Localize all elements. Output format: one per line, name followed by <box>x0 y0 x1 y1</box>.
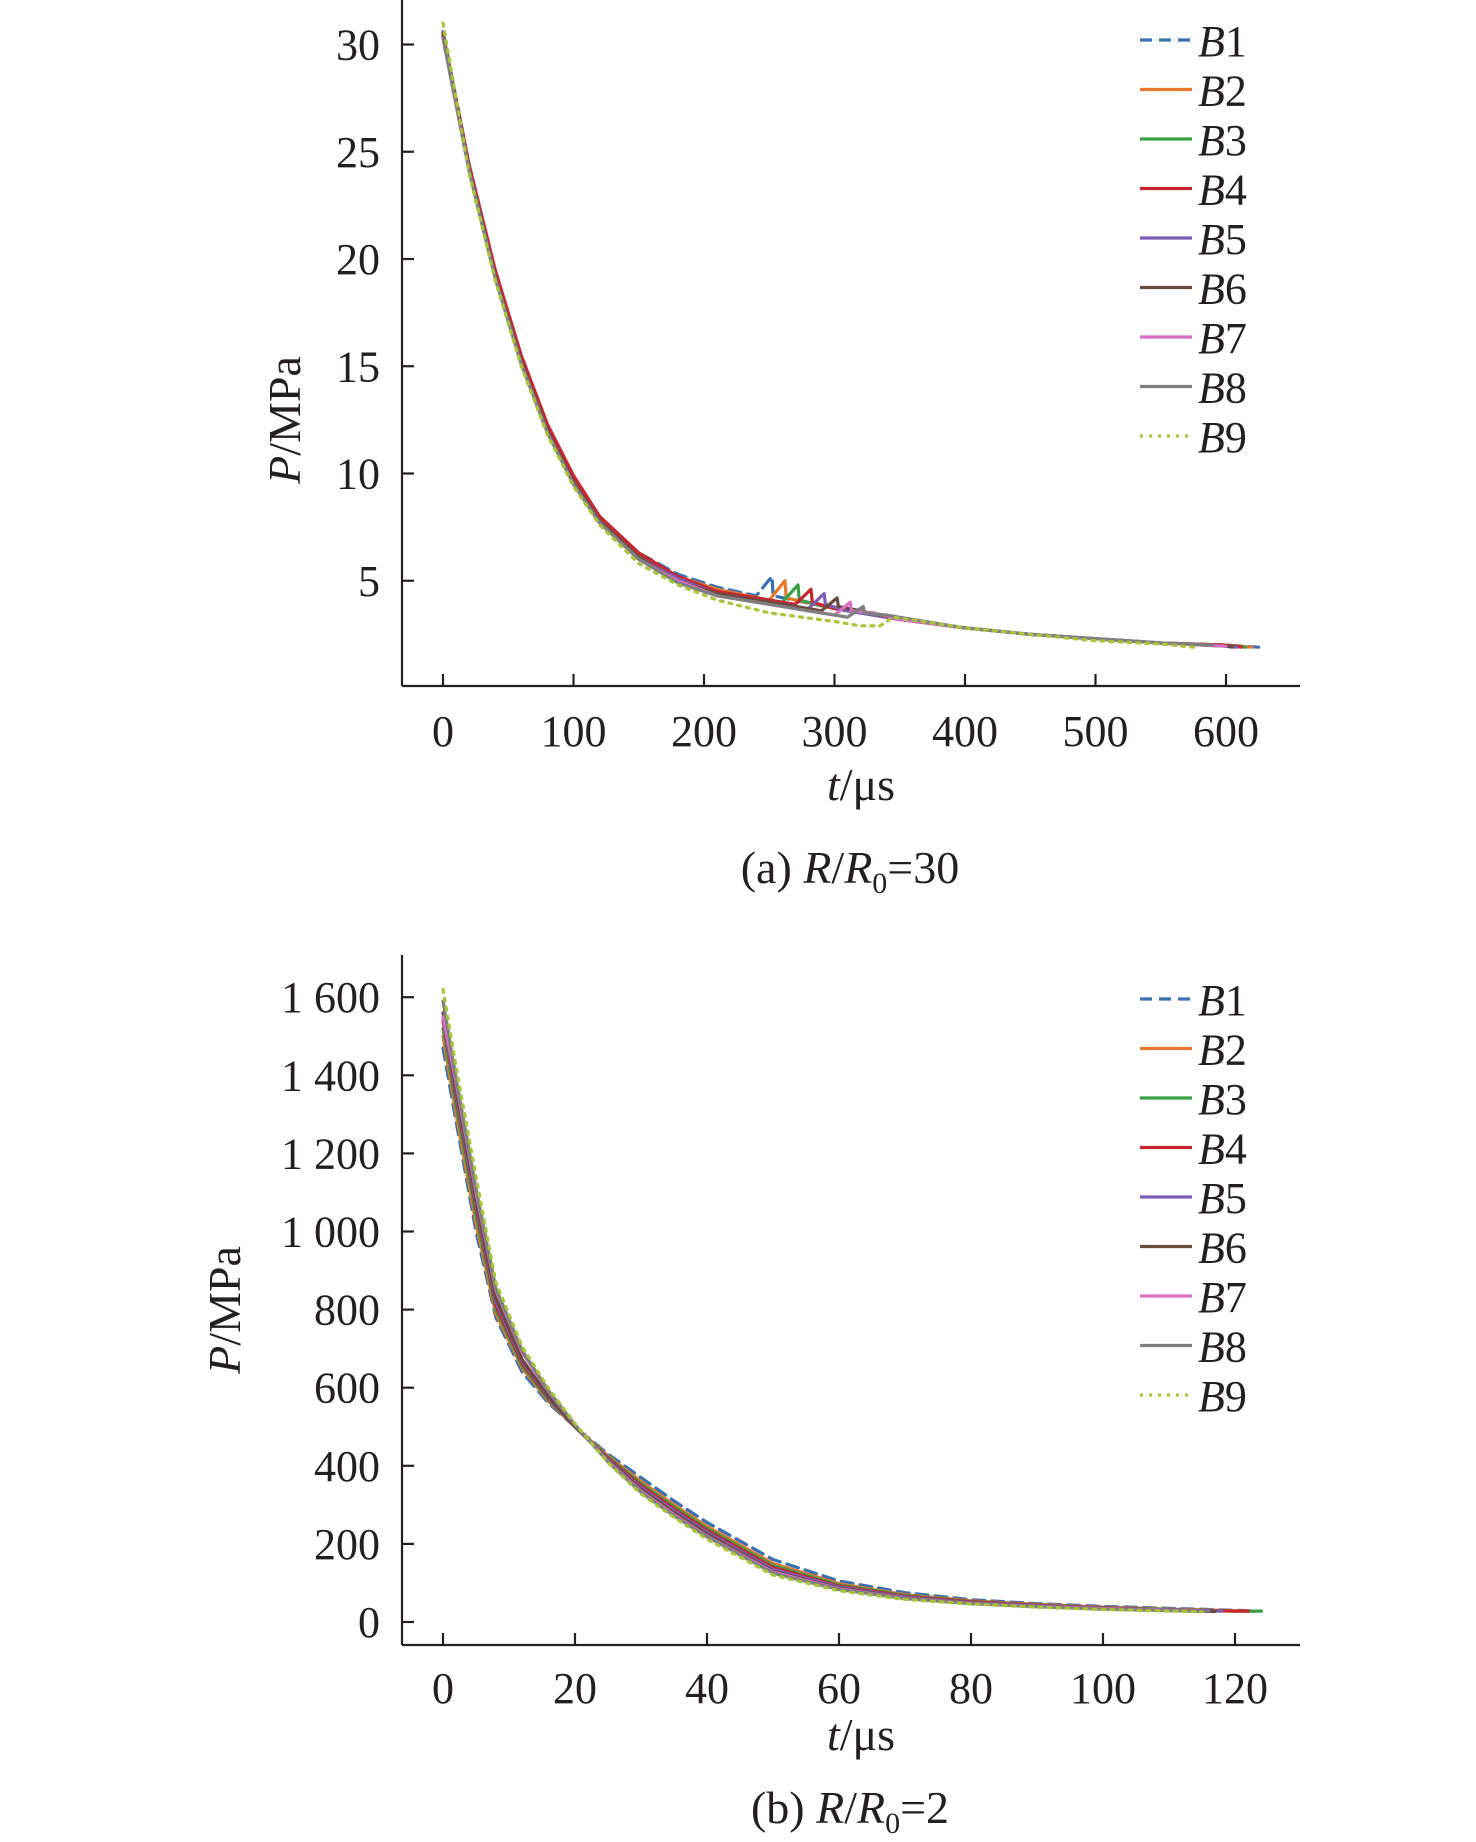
panel-b: 0 20 40 60 80 100 120 0 200 400 600 800 1 000 1 200 1 … <box>199 955 1300 1840</box>
legend-label: B5 <box>1198 1174 1247 1223</box>
series-line-b2 <box>441 32 1254 649</box>
legend-label: B3 <box>1198 1075 1247 1124</box>
y-tick-label: 1 400 <box>281 1051 380 1100</box>
x-tick-label: 40 <box>685 1664 729 1713</box>
y-tick-label: 0 <box>358 1598 380 1647</box>
y-axis-label: P/MPa <box>259 356 310 485</box>
series-line-b4 <box>441 32 1244 649</box>
legend-label: B4 <box>1198 1125 1247 1174</box>
legend-label: B3 <box>1198 116 1247 165</box>
x-tick-label: 100 <box>541 707 607 756</box>
legend-label: B8 <box>1198 364 1247 413</box>
series-line-b5 <box>441 34 1239 649</box>
x-tick-label: 300 <box>802 707 868 756</box>
series-line-b2 <box>441 1034 1257 1613</box>
x-tick-label: 500 <box>1063 707 1129 756</box>
x-tick-label: 100 <box>1070 1664 1136 1713</box>
y-tick-label: 1 200 <box>281 1129 380 1178</box>
x-axis-label: t/μs <box>827 759 895 810</box>
series-line-b3 <box>441 1026 1264 1613</box>
panel-a: 0 100 200 300 400 500 600 5 10 15 20 25 30 B1B2B3B4B5… <box>259 0 1300 900</box>
y-tick-label: 200 <box>314 1520 380 1569</box>
series-line-b3 <box>441 32 1248 649</box>
panel-caption: (b) R/R0=2 <box>751 1782 949 1840</box>
y-tick-label: 5 <box>358 557 380 606</box>
series-line-b4 <box>441 1018 1250 1613</box>
x-tick-label: 60 <box>817 1664 861 1713</box>
y-tick-label: 15 <box>336 342 380 391</box>
panel-caption: (a) R/R0=30 <box>741 842 960 900</box>
legend-label: B2 <box>1198 1026 1247 1075</box>
x-tick-label: 120 <box>1202 1664 1268 1713</box>
series-line-b1 <box>441 30 1261 649</box>
series-line-b9 <box>441 987 1204 1614</box>
x-axis-label: t/μs <box>827 1709 895 1760</box>
legend-label: B8 <box>1198 1323 1247 1372</box>
series-line-b6 <box>441 34 1235 649</box>
y-tick-label: 25 <box>336 128 380 177</box>
series-line-b6 <box>441 1011 1217 1614</box>
y-tick-label: 30 <box>336 21 380 70</box>
series-line-b7 <box>441 1015 1211 1614</box>
y-tick-label: 1 000 <box>281 1208 380 1257</box>
y-tick-label: 20 <box>336 235 380 284</box>
x-tick-label: 0 <box>432 707 454 756</box>
legend-label: B6 <box>1198 1224 1247 1273</box>
series-line-b8 <box>441 999 1211 1614</box>
y-tick-label: 400 <box>314 1442 380 1491</box>
legend-label: B4 <box>1198 166 1247 215</box>
y-tick-label: 800 <box>314 1286 380 1335</box>
series-group <box>441 987 1264 1614</box>
legend-label: B1 <box>1198 976 1247 1025</box>
y-tick-label: 1 600 <box>281 973 380 1022</box>
x-tick-label: 80 <box>949 1664 993 1713</box>
legend-label: B7 <box>1198 314 1247 363</box>
legend-label: B6 <box>1198 265 1247 314</box>
series-line-b1 <box>441 1046 1250 1613</box>
x-tick-label: 400 <box>932 707 998 756</box>
series-line-b7 <box>441 36 1228 648</box>
legend-label: B1 <box>1198 17 1247 66</box>
y-tick-label: 10 <box>336 450 380 499</box>
legend-label: B2 <box>1198 67 1247 116</box>
legend-label: B7 <box>1198 1273 1247 1322</box>
y-axis-label: P/MPa <box>199 1246 250 1375</box>
x-tick-label: 200 <box>671 707 737 756</box>
series-line-b8 <box>441 36 1215 647</box>
legend-label: B5 <box>1198 215 1247 264</box>
x-tick-label: 600 <box>1193 707 1259 756</box>
legend-label: B9 <box>1198 413 1247 462</box>
series-group <box>441 21 1261 649</box>
x-tick-label: 0 <box>432 1664 454 1713</box>
series-line-b5 <box>441 1015 1224 1613</box>
x-tick-label: 20 <box>553 1664 597 1713</box>
series-line-b9 <box>441 21 1196 649</box>
legend-label: B9 <box>1198 1372 1247 1421</box>
y-tick-label: 600 <box>314 1364 380 1413</box>
